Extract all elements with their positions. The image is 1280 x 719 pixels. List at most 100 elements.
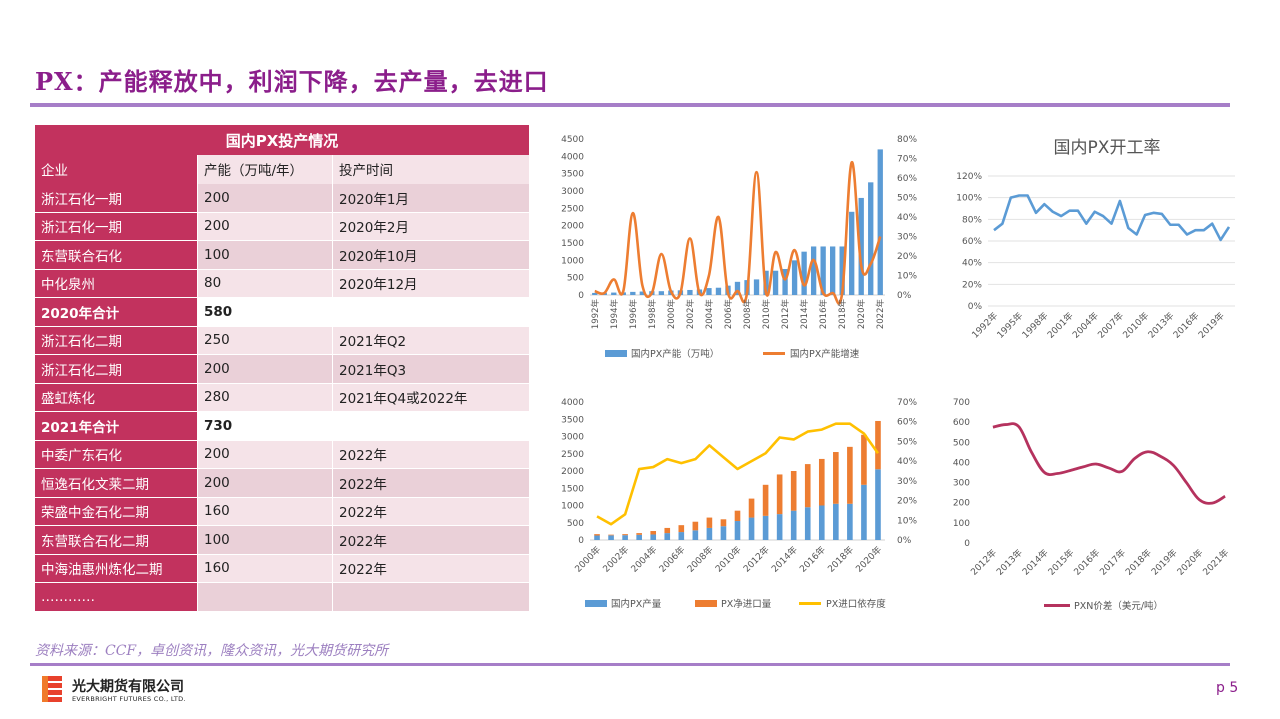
capacity-bar [877,149,883,295]
row-start-time: 2021年Q4或2022年 [333,383,529,411]
legend-swatch-output [585,600,607,607]
x-tick-label: 2020年 [856,299,867,330]
x-tick-label: 2017年 [1097,547,1128,578]
x-tick-label: 2010年 [713,544,744,575]
x-tick-label: 2014年 [1020,547,1051,578]
row-capacity: 160 [198,497,332,525]
row-start-time: 2021年Q3 [333,355,529,383]
row-capacity: 200 [198,212,332,240]
left-tick-label: 1000 [561,256,584,266]
y-tick-label: 0 [964,539,970,549]
right-tick-label: 30% [897,477,917,487]
net-import-bar [776,474,783,515]
output-bar [734,521,741,540]
output-bar [847,503,853,540]
row-capacity: 200 [198,355,332,383]
row-company: 2020年合计 [35,298,197,326]
right-tick-label: 0% [897,291,912,301]
operating-rate-line [993,194,1231,242]
right-tick-label: 70% [897,398,917,408]
x-tick-label: 2022年 [875,299,886,330]
capacity-bar [839,246,845,295]
left-tick-label: 2500 [561,204,584,214]
row-company: 中化泉州 [35,269,197,297]
x-tick-label: 2001年 [1045,310,1076,341]
row-company: 东营联合石化二期 [35,526,197,554]
table-row: 恒逸石化文莱二期 200 2022年 [35,469,529,497]
row-start-time: 2020年12月 [333,269,529,297]
output-bar [748,517,755,540]
output-bar [664,533,671,540]
pxn-spread-line [992,422,1226,505]
net-import-bar [706,517,713,528]
right-tick-label: 20% [897,252,917,262]
output-bar [804,507,811,540]
x-tick-label: 2012年 [741,544,772,575]
table-row: 中委广东石化 200 2022年 [35,440,529,468]
right-tick-label: 10% [897,272,917,282]
table-row: 浙江石化二期 200 2021年Q3 [35,355,529,383]
left-tick-label: 1500 [561,484,584,494]
source-note: 资料来源：CCF，卓创资讯，隆众资讯，光大期货研究所 [35,643,389,659]
y-tick-label: 200 [953,499,970,509]
page-number: p 5 [1216,680,1239,696]
net-import-bar [804,464,811,508]
output-bar [875,469,881,540]
x-tick-label: 2006年 [723,299,734,330]
row-capacity: 280 [198,383,332,411]
net-import-bar [622,534,628,536]
table-row: 浙江石化一期 200 2020年1月 [35,184,529,212]
dependency-line [596,422,880,526]
chart-operating-rate: 国内PX开工率 0% 20% 40% 60% 80% 100% 120% 1992年 1995年 1… [940,125,1240,375]
x-tick-label: 2002年 [685,299,696,330]
x-tick-label: 2004年 [704,299,715,330]
output-bar [818,505,825,540]
chart4-svg: 01002003004005006007002012年2013年2014年201… [953,398,1231,612]
left-tick-label: 3500 [561,415,584,425]
x-tick-label: 1995年 [994,310,1025,341]
legend-label-spread: PXN价差（美元/吨） [1074,600,1163,612]
legend-label-capacity: 国内PX产能（万吨） [631,348,719,360]
legend-label-dependency: PX进口依存度 [826,598,886,610]
title-divider [30,103,1230,107]
left-tick-label: 3000 [561,187,584,197]
x-tick-label: 1994年 [609,299,620,330]
right-tick-label: 70% [897,155,917,165]
chart-title: 国内PX开工率 [1054,138,1161,158]
net-import-bar [636,533,642,535]
right-tick-label: 60% [897,174,917,184]
x-tick-label: 2016年 [797,544,828,575]
table-header-row: 企业 产能（万吨/年） 投产时间 [35,155,529,184]
row-start-time: 2022年 [333,440,529,468]
y-tick-label: 700 [953,398,970,408]
capacity-bar [630,291,636,295]
legend-label-growth: 国内PX产能增速 [790,348,860,360]
row-company: 盛虹炼化 [35,383,197,411]
table-row: 东营联合石化二期 100 2022年 [35,526,529,554]
row-company: 2021年合计 [35,412,197,440]
net-import-bar [847,446,853,504]
right-tick-label: 60% [897,418,917,428]
y-tick-label: 100% [956,194,982,204]
output-bar [833,503,839,540]
row-capacity: 80 [198,269,332,297]
left-tick-label: 0 [578,536,584,546]
left-tick-label: 500 [567,274,584,284]
capacity-bar [791,260,798,295]
net-import-bar [664,527,671,534]
x-tick-label: 2014年 [799,299,810,330]
output-bar [720,526,727,540]
y-tick-label: 60% [962,237,982,247]
y-tick-label: 0% [968,302,983,312]
x-tick-label: 2019年 [1196,310,1227,341]
net-import-bar [678,525,685,533]
net-import-bar [734,510,741,522]
x-tick-label: 2012年 [968,547,999,578]
left-tick-label: 1500 [561,239,584,249]
table-row: 浙江石化二期 250 2021年Q2 [35,326,529,354]
capacity-bar [772,270,779,295]
right-tick-label: 80% [897,135,917,145]
legend-swatch-capacity [605,350,627,357]
x-tick-label: 2021年 [1200,547,1231,578]
row-capacity: 100 [198,241,332,269]
